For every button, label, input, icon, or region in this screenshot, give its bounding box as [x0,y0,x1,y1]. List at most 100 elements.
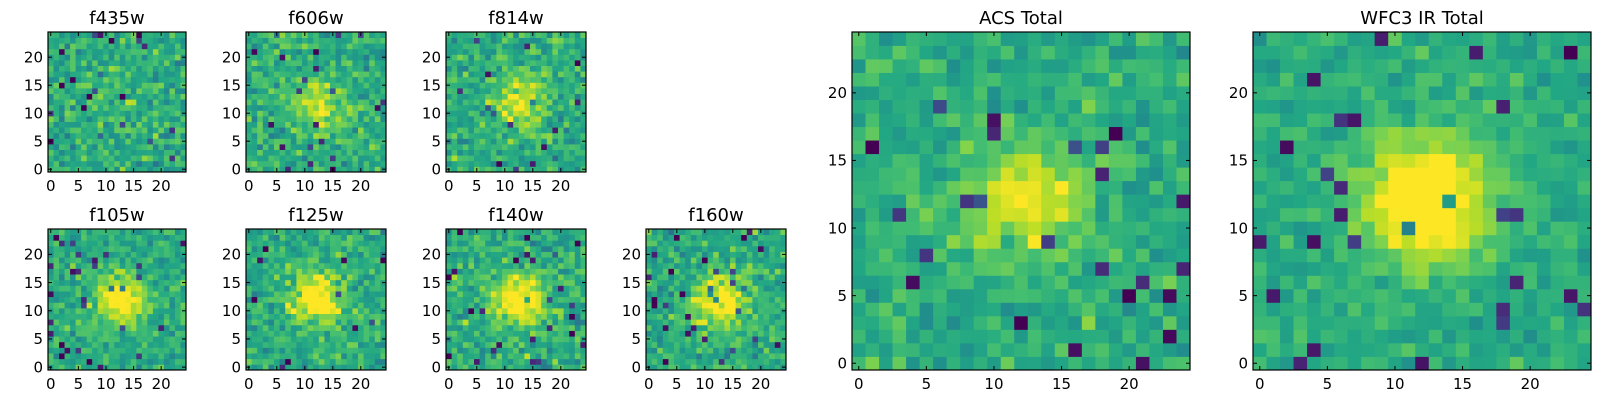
heatmap-cell [81,296,88,303]
heatmap-cell [92,268,99,275]
heatmap-cell [879,342,893,357]
heatmap-cell [713,324,720,331]
heatmap-cell [257,88,264,94]
heatmap-cell [92,155,99,162]
heatmap-cell [163,60,170,66]
heatmap-cell [152,274,159,281]
heatmap-cell [1041,207,1056,222]
heatmap-cell [1135,342,1150,357]
heatmap-cell [1149,275,1164,290]
heatmap-cell [518,76,525,83]
heatmap-cell [97,104,104,111]
heatmap-cell [369,251,376,258]
heatmap-cell [763,364,770,371]
heatmap-cell [462,37,469,44]
heatmap-cell [457,166,464,173]
heatmap-cell [758,336,764,343]
heatmap-cell [769,257,776,264]
x-tick-label: 5 [472,375,482,393]
heatmap-cell [59,149,65,156]
heatmap-cell [563,251,570,258]
heatmap-cell [580,71,587,78]
heatmap-cell [268,127,275,134]
heatmap-cell [290,240,297,247]
heatmap-cell [546,296,553,303]
heatmap-cell [48,296,54,303]
heatmap-cell [335,60,342,66]
heatmap-cell [92,291,99,298]
heatmap-cell [97,274,104,281]
heatmap-cell [330,54,336,61]
heatmap-cell [546,160,553,167]
heatmap-cell [973,315,988,330]
heatmap-cell [1054,302,1069,317]
heatmap-cell [59,234,65,241]
heatmap-cell [152,268,159,275]
heatmap-cell [468,358,475,365]
heatmap-cell [518,37,525,44]
heatmap-cell [180,302,187,309]
heatmap-cell [59,268,65,275]
heatmap-cell [763,313,770,320]
heatmap-cell [147,160,154,167]
heatmap-cell [1162,356,1177,371]
heatmap-cell [651,324,658,331]
heatmap-cell [580,43,587,50]
heatmap-cell [346,268,353,275]
heatmap-cell [507,319,514,326]
heatmap-cell [374,245,381,252]
heatmap-cell [569,234,576,241]
heatmap-cell [136,240,143,247]
heatmap-cell [169,240,176,247]
heatmap-cell [735,302,742,309]
heatmap-cell [530,116,536,122]
heatmap-cell [746,251,753,258]
heatmap-cell [735,319,742,326]
heatmap-cell [735,257,742,264]
heatmap-cell [1000,180,1015,195]
heatmap-cell [552,54,559,61]
heatmap-cell [174,116,181,122]
heatmap-cell [330,257,336,264]
heatmap-cell [524,285,531,292]
heatmap-cell [374,364,381,371]
heatmap-cell [180,37,187,44]
heatmap-cell [163,149,170,156]
heatmap-cell [746,291,753,298]
heatmap-cell [285,110,292,117]
heatmap-cell [919,167,934,182]
heatmap-cell [763,302,770,309]
heatmap-cell [97,229,104,236]
heatmap-cell [646,245,652,252]
heatmap-cell [574,65,581,72]
heatmap-cell [485,330,492,337]
heatmap-cell [724,313,731,320]
heatmap-cell [346,279,353,286]
heatmap-cell [141,358,148,365]
heatmap-cell [335,330,342,337]
heatmap-cell [380,302,387,309]
heatmap-cell [163,32,170,38]
heatmap-cell [130,313,137,320]
heatmap-cell [535,229,542,236]
heatmap-cell [580,353,587,360]
heatmap-cell [268,160,275,167]
heatmap-cell [1081,221,1096,236]
heatmap-cell [507,234,514,241]
heatmap-cell [546,364,553,371]
heatmap-cell [502,245,508,252]
heatmap-cell [657,291,664,298]
heatmap-cell [262,262,269,269]
heatmap-cell [174,37,181,44]
heatmap-cell [324,324,331,331]
heatmap-cell [257,160,264,167]
heatmap-cell [707,285,714,292]
heatmap-cell [374,60,381,66]
heatmap-cell [451,336,458,343]
heatmap-cell [563,110,570,117]
heatmap-cell [330,307,336,314]
heatmap-cell [257,116,264,122]
heatmap-cell [462,245,469,252]
heatmap-cell [147,54,154,61]
